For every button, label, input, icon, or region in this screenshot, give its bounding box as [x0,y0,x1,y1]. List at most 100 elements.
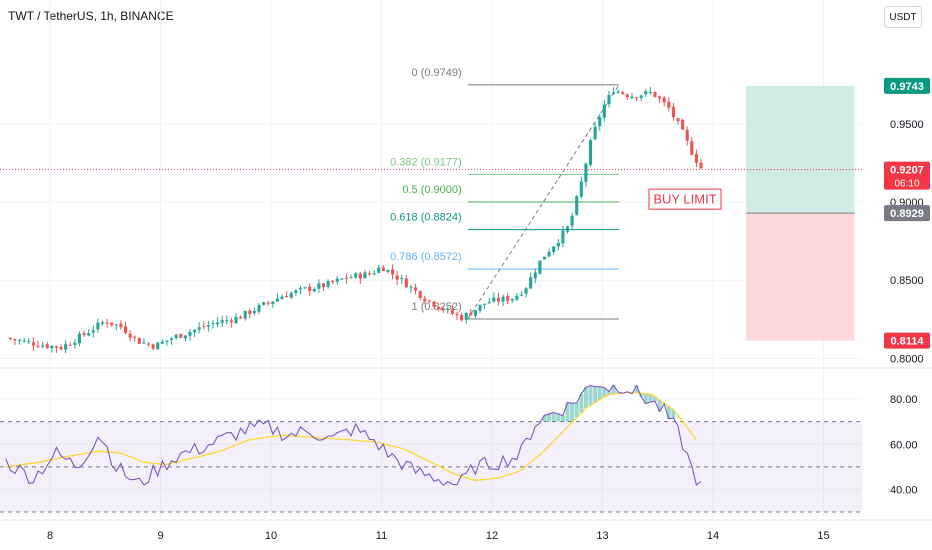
candle-body [473,310,477,316]
rsi-tick-label: 60.00 [890,439,918,451]
candle-body [220,320,224,323]
candle-body [271,301,275,304]
candle-body [492,297,496,302]
candle-body [133,336,137,338]
candle-body [450,309,454,314]
candle-body [243,310,247,319]
price-tick-label: 0.8000 [890,353,924,365]
candle-body [8,337,12,340]
price-label-box [884,77,930,94]
candle-body [18,340,22,342]
candle-body [552,246,556,252]
fib-level-label: 0.618 (0.8824) [390,212,462,224]
time-tick-label: 11 [376,530,387,542]
candle-body [128,333,132,338]
candle-body [142,342,146,344]
time-tick-label: 9 [157,530,163,542]
candle-body [409,286,413,288]
candle-body [100,322,105,324]
candle-body [501,296,505,302]
candle-body [119,323,123,328]
candle-body [174,334,178,339]
price-label-box [884,332,930,349]
candle-body [105,322,109,324]
candle-body [423,298,427,302]
candle-body [22,340,26,342]
candle-body [455,314,459,316]
candle-body [266,302,270,304]
candle-body [257,304,261,312]
candles [0,86,862,354]
candle-body [630,96,634,99]
candle-body [671,106,675,118]
candle-body [483,303,487,305]
time-tick-label: 14 [707,530,719,542]
candle-body [694,154,698,163]
candle-body [575,196,579,215]
candle-body [312,289,316,292]
candle-body [45,344,49,348]
currency-button[interactable]: USDT [884,6,922,28]
rsi-tick-label: 40.00 [890,484,918,496]
candle-body [64,344,68,350]
candle-body [427,300,431,302]
candle-body [202,326,206,328]
candle-body [547,251,551,257]
rsi-overbought-fill [257,385,676,422]
candle-body [395,275,399,280]
fibonacci-retracement[interactable]: 0 (0.9749) 0.382 (0.9177) 0.5 (0.9000) 0.61… [390,67,620,320]
candle-body [225,320,229,322]
price-tick-label: 0.8500 [890,275,924,287]
candle-body [464,313,468,320]
candle-body [579,181,583,197]
candle-body [326,281,330,287]
candle-body [54,346,58,348]
candle-body [611,92,616,95]
candle-body [616,91,620,93]
rsi-line [5,384,702,487]
candle-body [183,335,187,339]
candle-body [690,141,694,155]
buy-limit-label[interactable] [648,188,722,210]
candle-body [644,91,648,95]
candle-body [77,333,82,344]
candle-body [68,344,72,346]
candle-body [146,343,151,345]
candle-body [381,267,385,271]
candle-body [36,345,40,347]
candle-body [114,324,118,326]
candle-body [437,307,441,310]
fib-trend-line[interactable] [467,84,620,320]
candle-body [229,320,233,323]
candle-body [248,310,252,315]
candle-body [206,325,210,327]
candle-body [303,287,307,289]
candle-body [82,333,86,335]
fib-level-label: 0.5 (0.9000) [402,184,461,196]
candle-body [621,91,625,94]
candle-body [73,342,77,346]
candle-body [607,94,611,105]
rsi-band [0,421,862,512]
stop-zone [746,213,855,341]
candle-body [584,163,588,182]
candle-body [653,91,657,97]
candle-body [50,345,54,349]
candle-body [285,296,289,298]
candle-body [533,272,537,279]
candle-body [188,332,192,336]
candle-body [179,334,183,338]
candle-body [441,308,445,311]
candle-body [570,215,574,226]
candle-body [321,283,326,288]
candle-body [156,342,160,350]
candle-body [367,273,372,275]
candle-body [363,272,367,279]
candle-body [418,291,422,299]
candle-body [542,256,547,260]
candle-body [123,326,128,333]
time-tick-label: 8 [47,530,53,542]
candle-body [96,322,100,330]
candle-body [561,230,565,244]
